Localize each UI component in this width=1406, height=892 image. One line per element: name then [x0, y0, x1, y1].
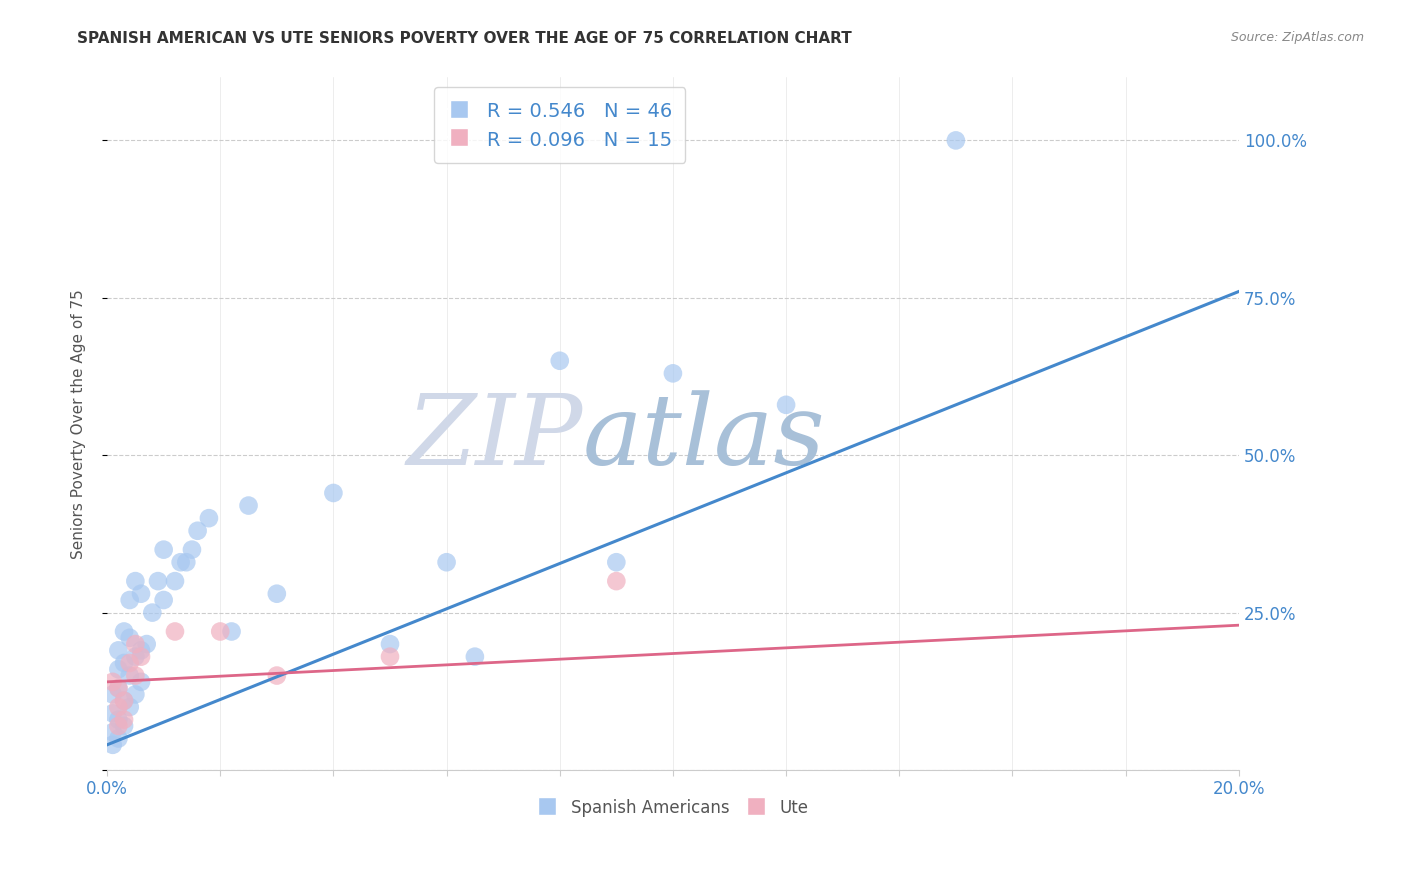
Point [124, 574, 146, 588]
Point [378, 637, 401, 651]
Point [118, 631, 141, 645]
Point [101, 706, 124, 721]
Y-axis label: Seniors Poverty Over the Age of 75: Seniors Poverty Over the Age of 75 [72, 289, 86, 558]
Point [266, 587, 288, 601]
Text: Source: ZipAtlas.com: Source: ZipAtlas.com [1230, 31, 1364, 45]
Point [146, 574, 169, 588]
Point [129, 587, 152, 601]
Point [135, 637, 157, 651]
Point [129, 643, 152, 657]
Point [163, 574, 186, 588]
Point [124, 649, 146, 664]
Point [129, 674, 152, 689]
Point [107, 662, 129, 676]
Point [436, 555, 458, 569]
Point [112, 656, 135, 670]
Point [118, 700, 141, 714]
Point [141, 606, 163, 620]
Point [221, 624, 243, 639]
Point [107, 731, 129, 746]
Point [181, 542, 204, 557]
Point [107, 713, 129, 727]
Point [112, 694, 135, 708]
Point [107, 700, 129, 714]
Point [124, 688, 146, 702]
Point [174, 555, 197, 569]
Point [107, 681, 129, 695]
Legend: Spanish Americans, Ute: Spanish Americans, Ute [531, 792, 815, 824]
Point [101, 688, 124, 702]
Point [101, 738, 124, 752]
Point [548, 353, 571, 368]
Point [112, 624, 135, 639]
Point [163, 624, 186, 639]
Point [112, 694, 135, 708]
Point [107, 719, 129, 733]
Point [209, 624, 232, 639]
Text: ZIP: ZIP [406, 390, 582, 485]
Point [378, 649, 401, 664]
Point [118, 593, 141, 607]
Point [101, 725, 124, 739]
Point [266, 668, 288, 682]
Point [107, 681, 129, 695]
Point [198, 511, 221, 525]
Point [107, 643, 129, 657]
Point [187, 524, 209, 538]
Point [152, 542, 174, 557]
Point [945, 133, 967, 147]
Point [464, 649, 486, 664]
Point [124, 637, 146, 651]
Point [112, 719, 135, 733]
Point [124, 668, 146, 682]
Point [605, 574, 627, 588]
Point [169, 555, 191, 569]
Point [152, 593, 174, 607]
Point [112, 713, 135, 727]
Text: SPANISH AMERICAN VS UTE SENIORS POVERTY OVER THE AGE OF 75 CORRELATION CHART: SPANISH AMERICAN VS UTE SENIORS POVERTY … [77, 31, 852, 46]
Point [118, 656, 141, 670]
Point [129, 649, 152, 664]
Point [118, 668, 141, 682]
Point [101, 674, 124, 689]
Point [605, 555, 627, 569]
Text: atlas: atlas [582, 390, 825, 485]
Point [322, 486, 344, 500]
Point [662, 367, 685, 381]
Point [775, 398, 797, 412]
Point [238, 499, 260, 513]
